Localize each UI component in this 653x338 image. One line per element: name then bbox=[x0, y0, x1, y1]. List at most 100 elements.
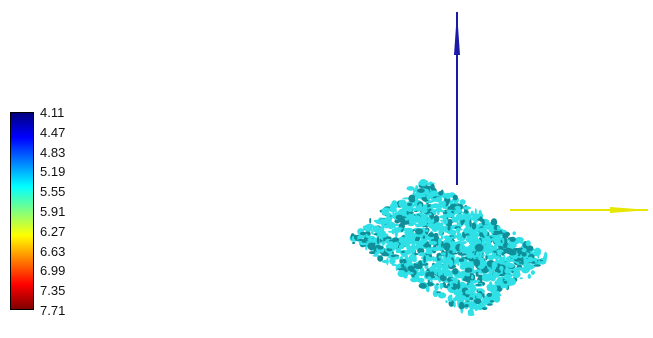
isosurface-fragment bbox=[408, 217, 414, 226]
isosurface-fragment bbox=[464, 227, 468, 235]
isosurface-fragment bbox=[504, 263, 507, 267]
isosurface-fragment bbox=[371, 230, 374, 235]
isosurface-fragment bbox=[407, 202, 413, 207]
isosurface-fragment bbox=[444, 227, 448, 233]
isosurface-fragment bbox=[500, 281, 505, 289]
isosurface-fragment bbox=[394, 230, 398, 238]
colorbar-tick-label: 4.83 bbox=[40, 144, 66, 160]
isosurface-fragment bbox=[424, 180, 429, 183]
isosurface-fragment bbox=[519, 240, 524, 244]
isosurface-fragment bbox=[499, 257, 505, 263]
isosurface-fragment bbox=[438, 190, 444, 196]
colorbar-tick-labels: 4.11 4.47 4.83 5.19 5.55 5.91 6.27 6.63 6.99 7.35… bbox=[40, 106, 100, 322]
isosurface-fragment bbox=[434, 222, 442, 229]
horizontal-axis bbox=[510, 207, 650, 213]
isosurface-fragment bbox=[503, 241, 508, 249]
isosurface-fragment bbox=[527, 245, 534, 251]
isosurface-fragment bbox=[383, 207, 390, 213]
isosurface-fragment bbox=[385, 217, 390, 220]
isosurface-fragment bbox=[543, 251, 548, 260]
isosurface-fragment bbox=[418, 260, 422, 265]
isosurface-fragment bbox=[462, 241, 467, 244]
isosurface-fragment bbox=[389, 202, 399, 210]
isosurface-fragment bbox=[405, 271, 414, 275]
isosurface-fragment bbox=[491, 265, 494, 268]
isosurface-fragment bbox=[369, 217, 372, 224]
isosurface-fragment bbox=[453, 301, 456, 308]
isosurface-fragment bbox=[403, 274, 407, 279]
isosurface-fragment bbox=[465, 250, 469, 254]
vertical-axis bbox=[454, 12, 460, 185]
isosurface-fragment bbox=[402, 209, 405, 213]
isosurface-fragment bbox=[381, 253, 390, 257]
isosurface-fragment bbox=[441, 200, 447, 207]
isosurface-fragment bbox=[469, 219, 472, 228]
isosurface-fragment bbox=[438, 199, 442, 207]
isosurface-fragment bbox=[437, 292, 447, 299]
isosurface-fragment bbox=[459, 301, 465, 310]
isosurface-fragment bbox=[462, 272, 467, 277]
isosurface-fragment bbox=[425, 271, 434, 279]
isosurface-fragment bbox=[372, 254, 380, 257]
isosurface-fragment bbox=[418, 252, 426, 257]
isosurface-fragment bbox=[456, 229, 460, 235]
isosurface-fragment bbox=[454, 208, 463, 214]
isosurface-fragment bbox=[499, 265, 504, 271]
isosurface-fragment bbox=[468, 213, 470, 222]
isosurface-fragment bbox=[464, 213, 467, 222]
isosurface-fragment bbox=[440, 257, 443, 264]
isosurface-fragment bbox=[489, 283, 493, 288]
isosurface-fragment bbox=[375, 220, 384, 225]
isosurface-fragment bbox=[416, 242, 422, 248]
colorbar-tick-label: 5.19 bbox=[40, 164, 66, 180]
isosurface-fragment bbox=[486, 292, 492, 297]
isosurface-fragment bbox=[439, 282, 444, 289]
isosurface-fragment bbox=[457, 300, 460, 307]
isosurface-fragment bbox=[469, 284, 477, 293]
isosurface-fragment bbox=[432, 256, 436, 262]
isosurface-fragment bbox=[530, 270, 536, 275]
isosurface-fragment bbox=[425, 251, 434, 255]
isosurface-fragment bbox=[448, 259, 454, 267]
colorbar-tick-label: 6.99 bbox=[40, 263, 66, 279]
isosurface-fragment bbox=[425, 231, 428, 235]
isosurface-fragment bbox=[471, 222, 477, 230]
isosurface-fragment bbox=[493, 295, 501, 303]
isosurface-fragment bbox=[428, 233, 436, 237]
colorbar-tick-label: 5.55 bbox=[40, 184, 66, 200]
isosurface-fragment bbox=[451, 290, 455, 294]
isosurface-fragment bbox=[388, 221, 393, 228]
isosurface-fragment bbox=[398, 215, 405, 223]
isosurface-fragment bbox=[408, 211, 414, 214]
isosurface-fragment bbox=[486, 241, 489, 246]
isosurface-fragment bbox=[427, 256, 433, 262]
isosurface-fragment bbox=[386, 248, 393, 252]
isosurface-fragment bbox=[436, 207, 440, 216]
isosurface-fragment bbox=[444, 214, 447, 220]
isosurface-fragment bbox=[408, 253, 417, 261]
isosurface-fragment bbox=[521, 248, 527, 253]
isosurface-fragment bbox=[505, 283, 508, 290]
isosurface-fragment bbox=[436, 291, 442, 294]
isosurface-fragment bbox=[386, 213, 390, 218]
isosurface-fragment bbox=[454, 205, 461, 210]
isosurface-fragment bbox=[451, 215, 456, 223]
isosurface-fragment bbox=[410, 277, 419, 283]
isosurface-fragment bbox=[493, 255, 501, 260]
isosurface-fragment bbox=[443, 270, 451, 277]
isosurface-fragment bbox=[369, 251, 376, 255]
isosurface-fragment bbox=[354, 235, 358, 240]
isosurface-fragment bbox=[489, 244, 493, 250]
isosurface-fragment bbox=[456, 282, 461, 290]
isosurface-fragment bbox=[402, 237, 410, 242]
isosurface-fragment bbox=[415, 269, 419, 272]
isosurface-fragment bbox=[424, 215, 428, 220]
isosurface-fragment bbox=[415, 228, 424, 235]
isosurface-fragment bbox=[395, 227, 403, 230]
isosurface-fragment bbox=[503, 273, 510, 281]
isosurface-fragment bbox=[509, 236, 516, 242]
isosurface-fragment bbox=[442, 218, 449, 225]
isosurface-fragment bbox=[470, 233, 478, 236]
